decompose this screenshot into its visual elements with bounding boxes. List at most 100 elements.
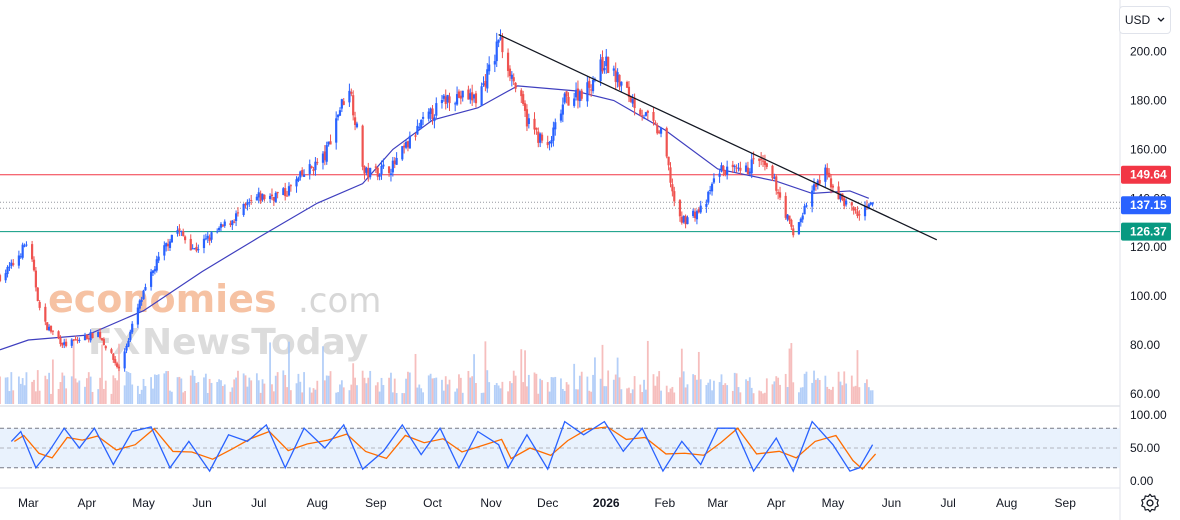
candle-body [321, 153, 325, 163]
volume-bar [74, 378, 77, 404]
candle-body [760, 158, 763, 160]
volume-bar [231, 387, 234, 404]
candle-body [540, 134, 544, 141]
volume-bar [8, 391, 11, 404]
volume-bar [694, 375, 696, 404]
candle-body [761, 160, 765, 162]
volume-bar [718, 382, 721, 404]
volume-bar [699, 379, 702, 404]
gear-icon[interactable] [1139, 492, 1161, 514]
volume-bar [493, 385, 496, 404]
time-tick-label: Nov [480, 496, 501, 510]
candle-body [246, 202, 249, 205]
candle-body [4, 273, 7, 281]
volume-bar [454, 391, 457, 404]
volume-bar [401, 393, 404, 404]
volume-bar [46, 379, 49, 404]
volume-bar [220, 380, 222, 404]
volume-bar [414, 353, 417, 404]
volume-bar [408, 372, 411, 404]
volume-bar [322, 346, 324, 404]
candle-body [493, 61, 496, 65]
candle-body [612, 68, 615, 71]
candle-body [31, 244, 34, 260]
volume-bar [12, 390, 15, 404]
volume-bar [607, 370, 610, 404]
time-tick-label: Jun [192, 496, 211, 510]
candle-body [442, 95, 445, 99]
volume-bar [456, 388, 458, 404]
candle-body [248, 202, 251, 204]
volume-bar [869, 390, 872, 404]
volume-bar [271, 384, 273, 404]
candle-body [99, 332, 102, 338]
volume-bar [788, 348, 791, 404]
volume-bar [550, 377, 553, 404]
candle-body [710, 183, 714, 192]
volume-bar [0, 376, 1, 404]
candle-body [217, 227, 221, 231]
candle-body [268, 195, 272, 199]
volume-bar [633, 376, 636, 404]
volume-bar [735, 373, 738, 404]
time-tick-label: Sep [1055, 496, 1077, 510]
volume-bar [745, 379, 747, 404]
candle-body [374, 166, 377, 168]
candle-body [744, 165, 748, 172]
volume-bar [4, 377, 7, 404]
volume-bar [63, 375, 66, 404]
volume-bar [482, 392, 485, 404]
volume-bar [458, 374, 460, 404]
volume-bar [142, 378, 145, 404]
volume-bar [339, 384, 341, 404]
volume-bar [524, 350, 526, 404]
price-tick-label: 120.00 [1130, 240, 1167, 254]
volume-bar [826, 386, 829, 404]
candle-body [427, 111, 430, 119]
candle-body [784, 195, 787, 218]
candle-body [393, 160, 396, 165]
candle-body [563, 93, 566, 103]
currency-button[interactable]: USD [1119, 6, 1171, 34]
candle-body [454, 103, 457, 105]
volume-bar [435, 377, 438, 404]
candle-body [287, 186, 291, 196]
volume-bar [6, 377, 9, 404]
candle-body [259, 193, 262, 202]
volume-bar [639, 384, 642, 404]
candle-body [61, 342, 64, 346]
volume-bar [665, 385, 668, 404]
candle-body [221, 225, 224, 227]
candle-body [850, 202, 853, 206]
candle-body [285, 195, 289, 197]
candle-body [856, 211, 859, 217]
candle-body [295, 179, 298, 187]
volume-bar [78, 380, 81, 404]
volume-bar [792, 382, 795, 404]
candle-body [799, 218, 802, 223]
time-axis-ticks: Mar Apr May Jun Jul Aug Sep Oct Nov Dec 2026 Feb Mar… [18, 496, 1076, 510]
candle-body [352, 95, 355, 116]
time-tick-label: Jul [940, 496, 955, 510]
candle-body [389, 173, 393, 176]
volume-bar [845, 383, 848, 404]
volume-bar [378, 391, 381, 404]
candle-body [656, 124, 659, 134]
volume-bar [643, 379, 645, 404]
candle-body [378, 174, 381, 177]
candle-body [74, 339, 77, 341]
volume-bar [765, 378, 768, 404]
candle-body [219, 223, 223, 228]
volume-bar [36, 370, 39, 404]
candle-body [444, 96, 447, 104]
volume-bar [590, 391, 593, 404]
volume-bar [72, 340, 75, 404]
candle-body [495, 41, 498, 62]
candle-body [537, 131, 540, 143]
candle-body [480, 86, 483, 106]
volume-bar [316, 380, 319, 404]
volume-bar [155, 374, 158, 404]
volume-bar [722, 384, 725, 404]
volume-bar [762, 393, 764, 404]
